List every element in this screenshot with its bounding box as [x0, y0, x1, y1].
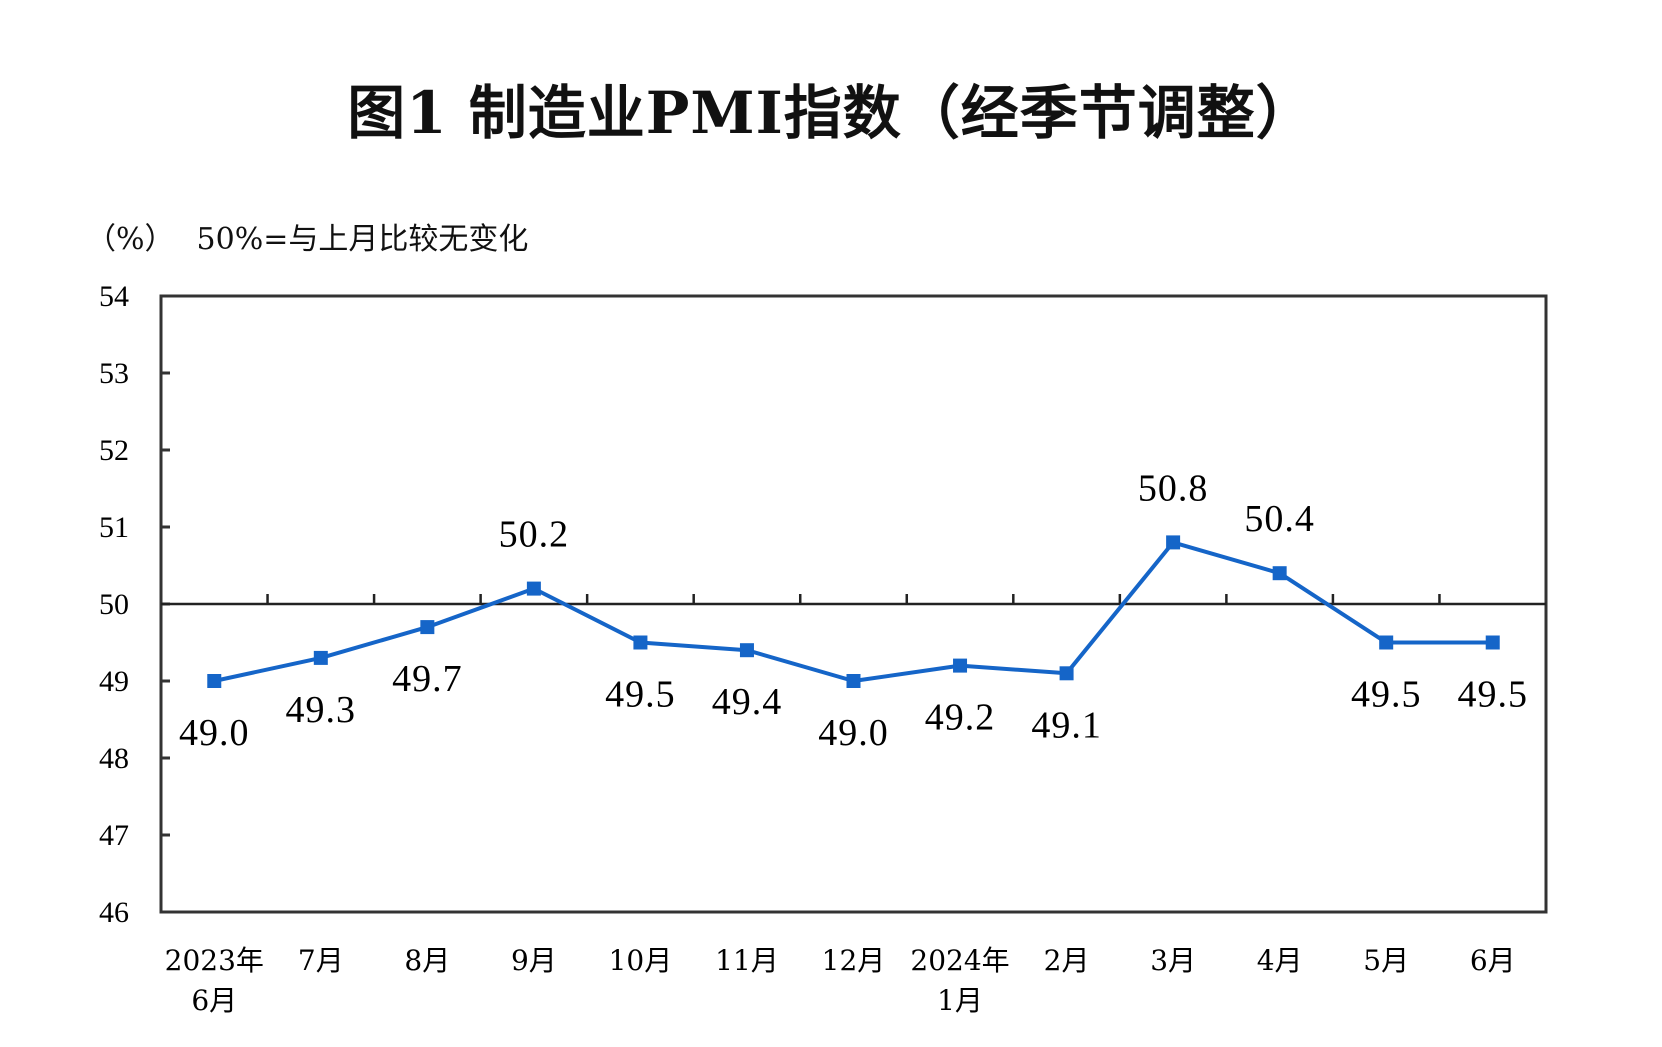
unit-label: （%） [86, 222, 175, 257]
x-tick-label: 7月 [298, 944, 344, 977]
chart-subtitle: （%） 50%=与上月比较无变化 [86, 214, 550, 258]
reference-note: 50%=与上月比较无变化 [196, 222, 529, 257]
data-label: 49.0 [818, 712, 889, 754]
data-point [526, 581, 541, 596]
data-point [739, 643, 754, 658]
data-point [633, 635, 648, 650]
data-label: 50.2 [499, 514, 570, 556]
x-tick-label: 3月 [1150, 944, 1196, 977]
y-tick-label: 54 [99, 280, 129, 313]
data-label: 49.2 [925, 697, 996, 739]
x-tick-label: 11月 [715, 944, 779, 977]
y-tick-label: 52 [99, 434, 129, 467]
x-tick-label: 12月 [822, 944, 886, 977]
x-tick-label: 2023年 [165, 944, 264, 977]
data-point [1379, 635, 1394, 650]
data-label: 49.1 [1031, 704, 1102, 746]
y-tick-label: 47 [99, 819, 129, 852]
data-label: 49.5 [1457, 674, 1528, 716]
data-point [1059, 666, 1074, 681]
x-tick-label: 6月 [1470, 944, 1516, 977]
data-point [420, 620, 435, 635]
x-tick-label: 5月 [1363, 944, 1409, 977]
x-tick-label: 10月 [609, 944, 673, 977]
data-point [1485, 635, 1500, 650]
data-point [953, 658, 968, 673]
data-label: 49.3 [286, 689, 357, 731]
x-tick-label: 2024年 [910, 944, 1009, 977]
data-point [1166, 535, 1181, 550]
data-label: 50.4 [1244, 498, 1315, 540]
data-point [313, 650, 328, 665]
data-label: 49.5 [1351, 674, 1422, 716]
x-tick-label: 8月 [404, 944, 450, 977]
x-tick-label: 4月 [1257, 944, 1303, 977]
x-tick-label: 9月 [511, 944, 557, 977]
x-tick-label: 6月 [191, 984, 237, 1017]
x-tick-label: 1月 [937, 984, 983, 1017]
y-tick-label: 50 [99, 588, 129, 621]
data-point [1272, 566, 1287, 581]
data-point [207, 674, 222, 688]
y-tick-label: 46 [99, 896, 129, 929]
y-tick-label: 53 [99, 357, 129, 390]
y-tick-label: 48 [99, 742, 129, 775]
data-label: 49.7 [392, 658, 463, 700]
chart-title: 图1 制造业PMI指数（经季节调整） [347, 79, 1315, 147]
data-label: 49.4 [712, 681, 783, 723]
data-label: 49.5 [605, 674, 676, 716]
data-point [846, 674, 861, 688]
data-label: 49.0 [179, 712, 250, 754]
x-tick-label: 2月 [1044, 944, 1090, 977]
data-label: 50.8 [1138, 467, 1209, 509]
y-tick-label: 49 [99, 665, 129, 698]
y-tick-label: 51 [99, 511, 129, 544]
